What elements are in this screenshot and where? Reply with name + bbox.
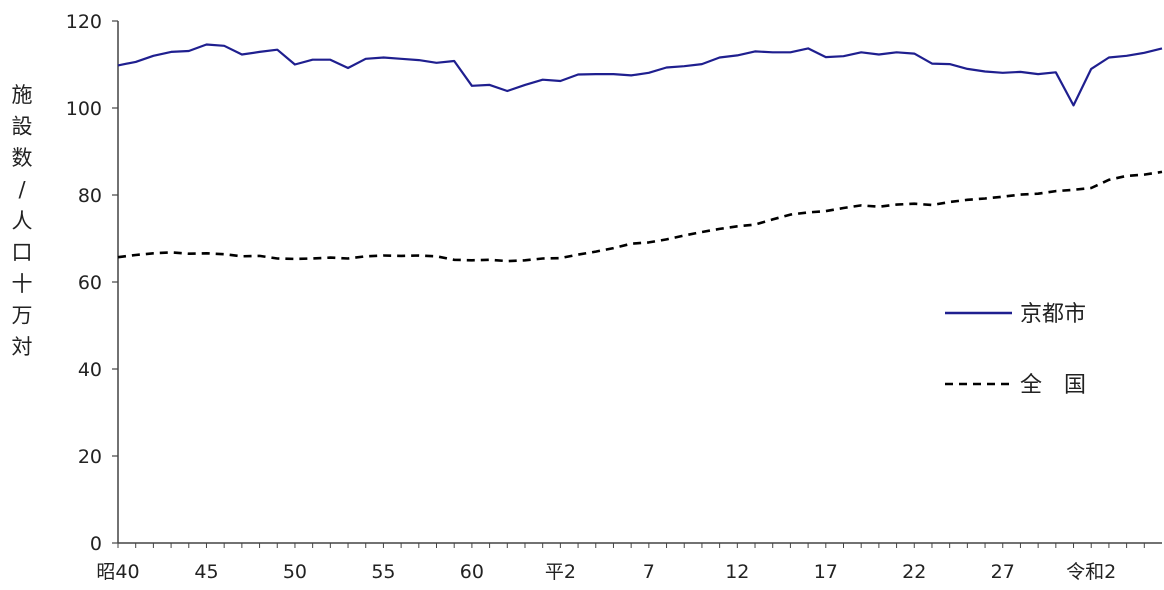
y-label-char: 十 [12, 272, 33, 296]
y-ticks: 0 20 40 60 80 100 120 [66, 11, 118, 555]
y-label-char: 万 [12, 304, 33, 328]
x-tick-label: 22 [902, 561, 926, 583]
series-lines [117, 43, 1163, 263]
x-tick-label: 令和2 [1066, 561, 1116, 583]
x-tick-label: 50 [283, 561, 307, 583]
y-label-char: 対 [12, 335, 33, 359]
y-label-char: 人 [12, 209, 33, 233]
y-tick-label: 40 [78, 359, 102, 381]
y-tick-label: 120 [66, 11, 102, 33]
x-ticks: 昭40 45 50 55 60 平2 7 12 17 22 27 令和2 [96, 543, 1145, 583]
x-tick-label: 平2 [545, 561, 576, 583]
x-tick-label: 45 [194, 561, 218, 583]
x-tick-label: 昭40 [96, 561, 139, 583]
legend-label-1: 全 国 [1020, 373, 1086, 398]
legend-label-0: 京都市 [1020, 302, 1086, 327]
x-tick-label: 27 [991, 561, 1015, 583]
x-tick-label: 12 [725, 561, 749, 583]
y-tick-label: 80 [78, 185, 102, 207]
x-tick-label: 7 [643, 561, 655, 583]
y-label-char: 施 [12, 83, 33, 107]
y-tick-label: 0 [90, 533, 102, 555]
series-line-0 [117, 43, 1163, 107]
y-tick-label: 20 [78, 446, 102, 468]
x-tick-label: 55 [371, 561, 395, 583]
y-tick-label: 100 [66, 98, 102, 120]
x-tick-label: 17 [814, 561, 838, 583]
y-label-char: 設 [12, 115, 33, 139]
x-tick-label: 60 [460, 561, 484, 583]
y-tick-label: 60 [78, 272, 102, 294]
y-label-char: / [18, 178, 26, 202]
y-label-char: 口 [12, 241, 33, 265]
axes [117, 21, 1162, 544]
y-label-char: 数 [12, 146, 33, 170]
series-line-1 [117, 170, 1163, 263]
